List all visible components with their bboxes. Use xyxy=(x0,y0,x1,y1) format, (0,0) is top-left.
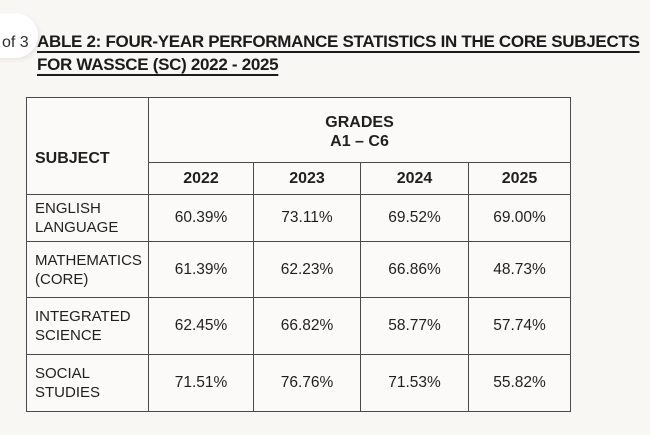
table-row-english-language: ENGLISH LANGUAGE 60.39% 73.11% 69.52% 69… xyxy=(26,194,572,242)
value-cell: 60.39% xyxy=(148,194,254,242)
subject-cell: SOCIAL STUDIES xyxy=(26,354,149,412)
value-cell: 48.73% xyxy=(467,241,572,298)
table-row-mathematics-core: MATHEMATICS (CORE) 61.39% 62.23% 66.86% … xyxy=(26,241,572,298)
performance-stats-table: SUBJECT GRADES A1 – C6 2022 2023 2024 20… xyxy=(26,97,572,412)
value-cell: 76.76% xyxy=(253,354,361,412)
year-header-2023: 2023 xyxy=(253,162,361,195)
document-title: ABLE 2: FOUR-YEAR PERFORMANCE STATISTICS… xyxy=(37,30,647,76)
grades-header-line-1: GRADES xyxy=(325,114,394,131)
value-cell: 62.23% xyxy=(253,241,361,298)
title-line-1-text: ABLE 2: FOUR-YEAR PERFORMANCE STATISTICS… xyxy=(37,32,640,51)
subject-column-header: SUBJECT xyxy=(26,97,149,195)
grades-column-header: GRADES A1 – C6 xyxy=(147,97,572,163)
grades-header-line-2: A1 – C6 xyxy=(330,133,389,150)
value-cell: 69.52% xyxy=(360,194,469,242)
subject-line-1: MATHEMATICS xyxy=(35,251,142,269)
value-cell: 57.74% xyxy=(467,297,572,355)
subject-line-1: ENGLISH xyxy=(35,200,101,217)
value-cell: 58.77% xyxy=(360,297,469,355)
value-cell: 71.53% xyxy=(360,354,469,412)
header-row-grades: SUBJECT GRADES A1 – C6 xyxy=(26,97,572,195)
subject-line-2: SCIENCE xyxy=(35,327,102,344)
value-cell: 69.00% xyxy=(467,194,572,242)
value-cell: 71.51% xyxy=(148,354,254,412)
year-header-2022: 2022 xyxy=(148,162,254,195)
subject-cell: ENGLISH LANGUAGE xyxy=(26,194,149,242)
subject-cell: MATHEMATICS (CORE) xyxy=(26,241,149,298)
title-line-2: FOR WASSCE (SC) 2022 - 2025 xyxy=(37,53,647,76)
title-line-1: ABLE 2: FOUR-YEAR PERFORMANCE STATISTICS… xyxy=(37,30,647,53)
value-cell: 61.39% xyxy=(148,241,254,298)
title-line-2-text: FOR WASSCE (SC) 2022 - 2025 xyxy=(37,55,279,74)
year-header-2025: 2025 xyxy=(467,162,572,195)
header-row-years: 2022 2023 2024 2025 xyxy=(27,162,572,195)
page-indicator-label: of 3 xyxy=(2,34,29,51)
subject-line-2: STUDIES xyxy=(35,384,101,401)
page-indicator-pill: of 3 xyxy=(0,13,38,58)
value-cell: 66.86% xyxy=(360,241,469,298)
subject-line-1: SOCIAL xyxy=(35,365,91,382)
table-row-social-studies: SOCIAL STUDIES 71.51% 76.76% 71.53% 55.8… xyxy=(26,354,572,412)
value-cell: 55.82% xyxy=(467,354,572,412)
subject-line-1: INTEGRATED xyxy=(35,308,131,325)
value-cell: 73.11% xyxy=(253,194,361,242)
value-cell: 66.82% xyxy=(253,297,361,355)
subject-line-2: (CORE) xyxy=(35,270,89,288)
value-cell: 62.45% xyxy=(148,297,254,355)
subject-cell: INTEGRATED SCIENCE xyxy=(26,297,149,355)
subject-line-2: LANGUAGE xyxy=(35,219,119,236)
year-header-2024: 2024 xyxy=(360,162,469,195)
table-row-integrated-science: INTEGRATED SCIENCE 62.45% 66.82% 58.77% … xyxy=(26,297,572,355)
